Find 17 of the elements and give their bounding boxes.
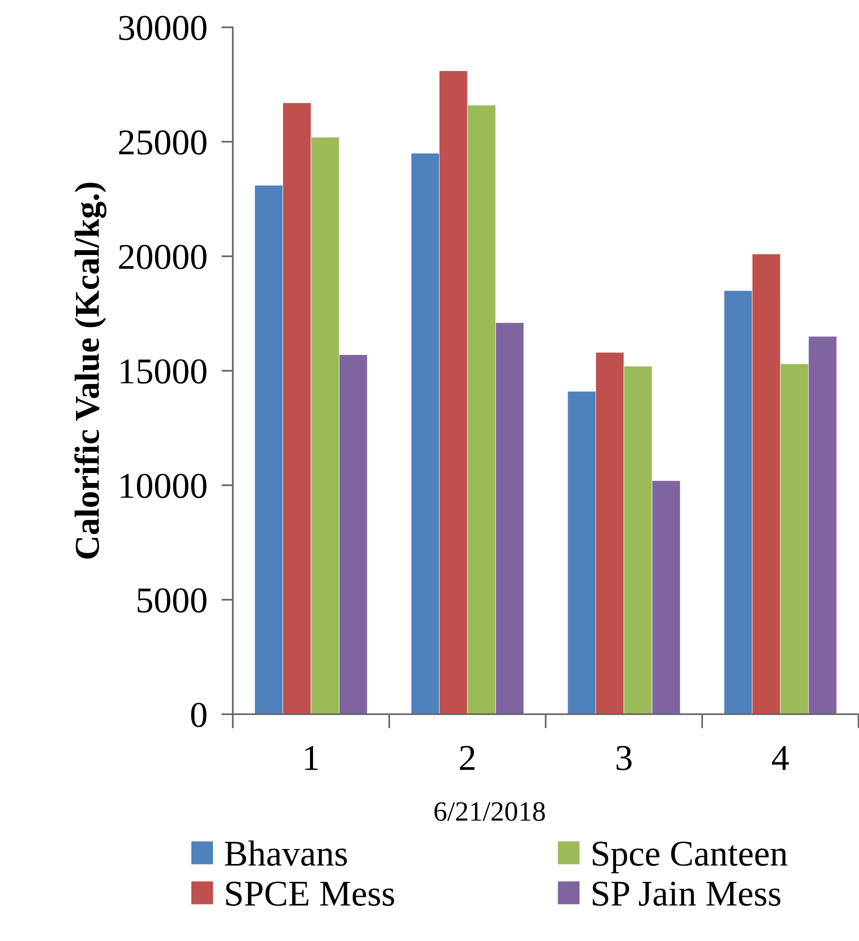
y-tick-label: 10000	[120, 474, 206, 498]
x-tick-label: 3	[616, 746, 632, 770]
y-tick-label: 25000	[119, 130, 206, 155]
y-tick-label: 15000	[120, 359, 206, 384]
y-tick-label: 20000	[119, 244, 206, 270]
y-tick-label: 30000	[119, 16, 206, 40]
x-tick-label: 4	[772, 746, 789, 770]
text: 6/21/2018	[434, 802, 545, 821]
x-tick-label: 1	[305, 746, 318, 770]
legend-label: SPCE Mess	[226, 882, 394, 906]
y-tick-label: 0	[191, 702, 206, 728]
legend-label: SP Jain Mess	[592, 882, 780, 906]
legend-label: Bhavans	[224, 840, 347, 866]
y-axis-title: Calorific Value (Kcal/kg.)	[74, 182, 106, 559]
legend-label: Spce Canteen	[592, 842, 788, 874]
x-tick-label: 2	[460, 746, 474, 770]
y-tick-label: 5000	[138, 588, 206, 613]
